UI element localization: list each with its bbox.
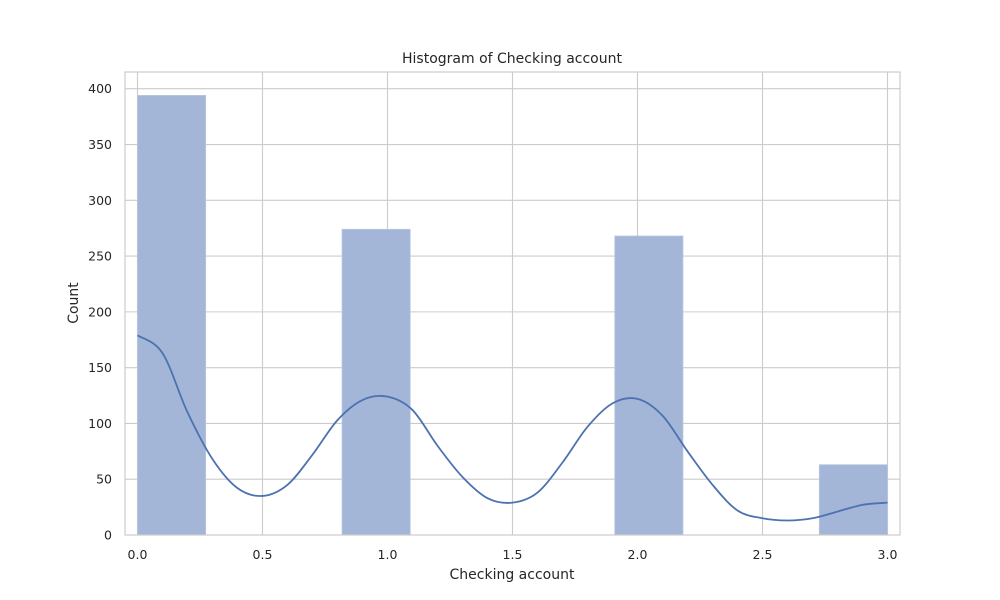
y-axis-label: Count [66,282,82,324]
x-tick-label: 0.5 [253,547,273,562]
y-tick-labels: 0 50 100 150 200 250 300 350 400 [88,81,112,542]
histogram-bar [137,95,207,536]
kde-curve-group [136,334,888,522]
grid-lines [125,72,900,536]
plot-frame [124,71,901,536]
y-tick-label: 150 [88,360,112,375]
x-tick-labels: 0.0 0.5 1.0 1.5 2.0 2.5 3.0 [128,547,898,562]
x-tick-label: 2.0 [628,547,648,562]
y-tick-label: 0 [104,528,112,543]
y-tick-label: 50 [96,472,112,487]
bars [137,95,888,536]
y-tick-label: 400 [88,81,112,96]
x-axis-label: Checking account [450,567,575,583]
histogram-bar [818,464,888,536]
x-tick-label: 0.0 [128,547,148,562]
y-tick-label: 300 [88,193,112,208]
histogram-bar [614,235,684,536]
y-tick-label: 250 [88,249,112,264]
chart-title: Histogram of Checking account [402,51,622,67]
y-tick-label: 100 [88,416,112,431]
kde-line [136,334,888,522]
x-tick-label: 3.0 [878,547,898,562]
x-tick-label: 2.5 [753,547,773,562]
x-tick-label: 1.5 [503,547,523,562]
y-tick-label: 200 [88,304,112,319]
y-tick-label: 350 [88,137,112,152]
histogram-bar [341,228,411,536]
x-tick-label: 1.0 [378,547,398,562]
